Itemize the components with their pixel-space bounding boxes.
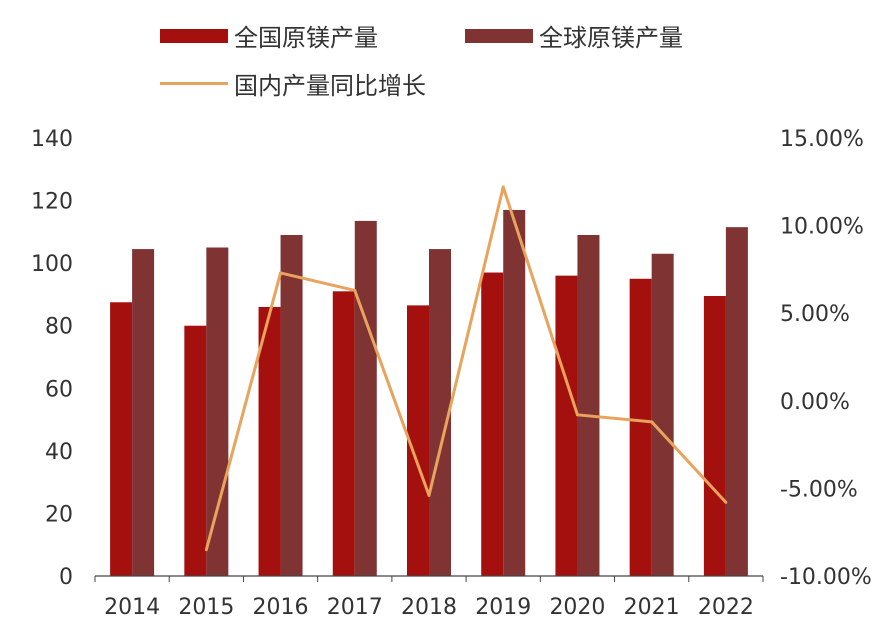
growth-point-0 — [204, 548, 208, 552]
legend-item-domestic: 全国原镁产量 — [160, 18, 378, 53]
x-tick-label-2016: 2016 — [253, 595, 309, 620]
bar-domestic-2018 — [407, 305, 429, 576]
growth-point-6 — [650, 420, 654, 424]
growth-point-3 — [427, 493, 431, 497]
y2-tick-label-5: 15.00% — [780, 127, 864, 152]
legend-item-global: 全球原镁产量 — [465, 18, 683, 53]
y2-tick-label-1: -5.00% — [780, 477, 858, 502]
growth-point-7 — [724, 500, 728, 504]
y2-tick-label-0: -10.00% — [780, 565, 872, 590]
bar-domestic-2017 — [332, 291, 355, 576]
bar-domestic-2014 — [110, 302, 133, 576]
y2-tick-label-2: 0.00% — [780, 390, 850, 415]
bar-global-2016 — [280, 234, 303, 576]
bar-global-2021 — [651, 253, 674, 576]
bar-domestic-2022 — [703, 295, 726, 576]
bar-domestic-2016 — [258, 306, 281, 576]
x-tick-label-2014: 2014 — [104, 595, 160, 620]
y-tick-label-120: 120 — [31, 190, 73, 215]
bar-global-2020 — [577, 234, 600, 576]
growth-point-5 — [575, 413, 579, 417]
bar-global-2017 — [354, 220, 377, 576]
x-tick-label-2020: 2020 — [549, 595, 605, 620]
legend-swatch-domestic — [160, 28, 228, 43]
legend: 全国原镁产量 全球原镁产量 国内产量同比增长 — [160, 14, 780, 104]
y-tick-label-140: 140 — [31, 127, 73, 152]
y-tick-label-0: 0 — [59, 565, 73, 590]
bar-global-2019 — [503, 209, 526, 576]
y-tick-label-80: 80 — [45, 315, 73, 340]
y2-tick-label-4: 10.00% — [780, 215, 864, 240]
growth-point-1 — [279, 271, 283, 275]
legend-label-global: 全球原镁产量 — [539, 24, 683, 52]
x-tick-label-2021: 2021 — [624, 595, 680, 620]
legend-swatch-global — [465, 28, 533, 43]
bar-global-2022 — [725, 227, 748, 576]
growth-point-2 — [353, 288, 357, 292]
growth-point-4 — [501, 185, 505, 189]
y-tick-label-60: 60 — [45, 377, 73, 402]
y-tick-label-20: 20 — [45, 502, 73, 527]
y-tick-label-100: 100 — [31, 252, 73, 277]
y2-tick-label-3: 5.00% — [780, 302, 850, 327]
x-tick-label-2022: 2022 — [698, 595, 754, 620]
y-tick-label-40: 40 — [45, 440, 73, 465]
x-tick-label-2019: 2019 — [475, 595, 531, 620]
bar-domestic-2021 — [629, 278, 652, 576]
bar-global-2018 — [429, 249, 451, 577]
bar-domestic-2019 — [481, 272, 504, 576]
growth-line — [204, 185, 727, 551]
bar-domestic-2015 — [184, 325, 207, 576]
bar-domestic-2020 — [555, 275, 578, 576]
bar-global-2014 — [132, 249, 155, 577]
legend-label-domestic: 全国原镁产量 — [234, 24, 378, 52]
legend-label-growth: 国内产量同比增长 — [234, 72, 426, 100]
x-tick-label-2018: 2018 — [401, 595, 457, 620]
legend-item-growth: 国内产量同比增长 — [160, 66, 426, 101]
x-tick-label-2015: 2015 — [178, 595, 234, 620]
x-tick-label-2017: 2017 — [327, 595, 383, 620]
legend-swatch-growth — [160, 82, 228, 85]
bar-global-2015 — [206, 247, 229, 576]
